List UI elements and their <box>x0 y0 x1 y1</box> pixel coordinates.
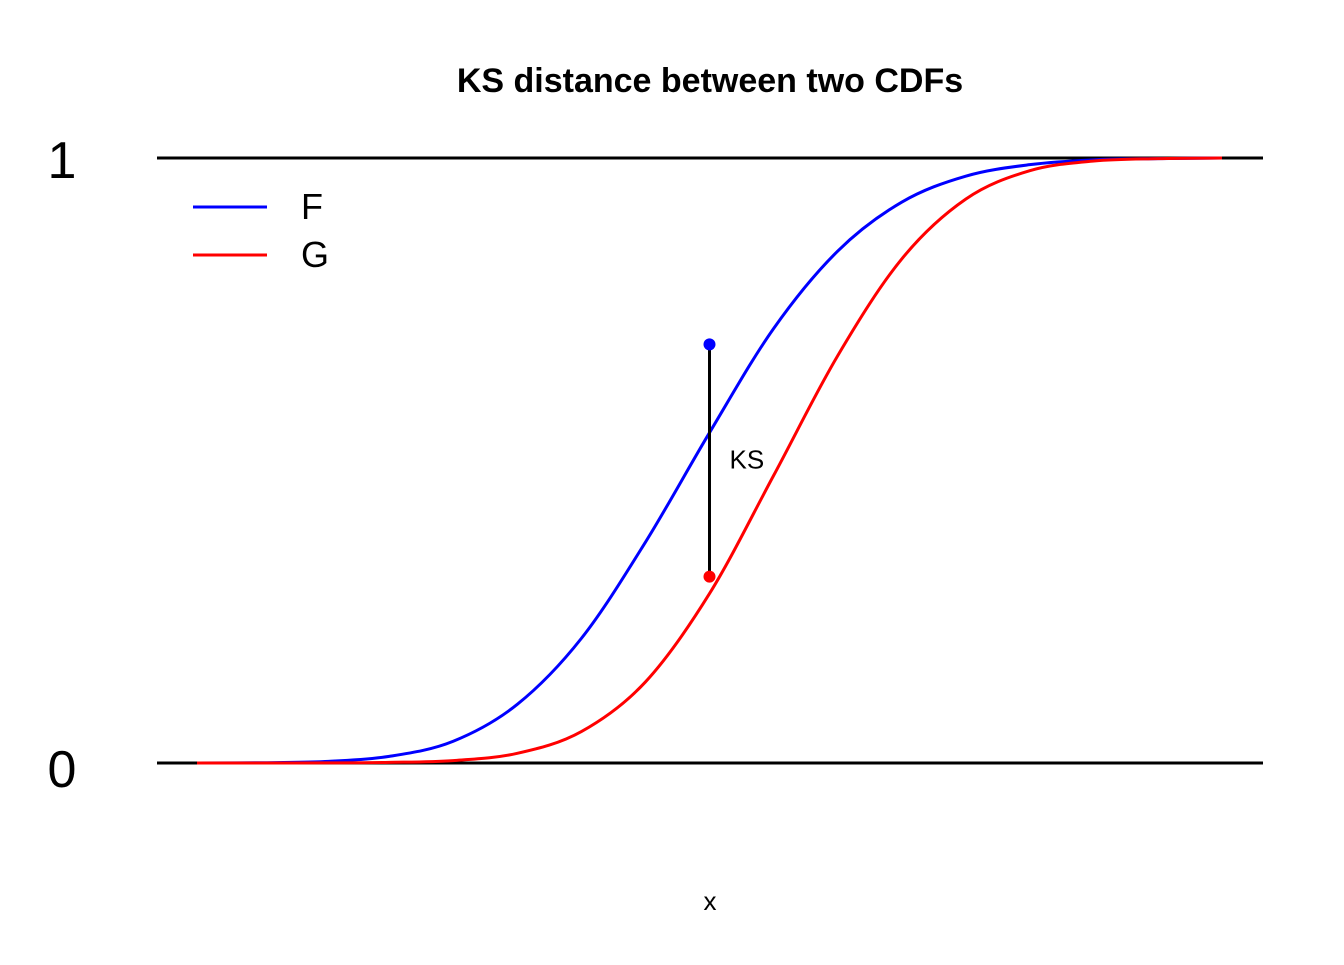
y-tick-label-zero: 0 <box>48 741 77 799</box>
ks-annotation-label: KS <box>730 445 765 475</box>
series-line-g <box>196 156 1223 765</box>
annotation-layer: KS <box>703 338 765 583</box>
ks-point-g <box>703 570 716 583</box>
legend: F G <box>193 186 329 275</box>
ks-point-f <box>703 338 716 351</box>
y-tick-label-one: 1 <box>48 132 77 190</box>
x-axis-label: x <box>704 886 717 916</box>
chart-title: KS distance between two CDFs <box>457 62 963 100</box>
legend-label-g: G <box>301 234 329 275</box>
legend-label-f: F <box>301 186 323 227</box>
